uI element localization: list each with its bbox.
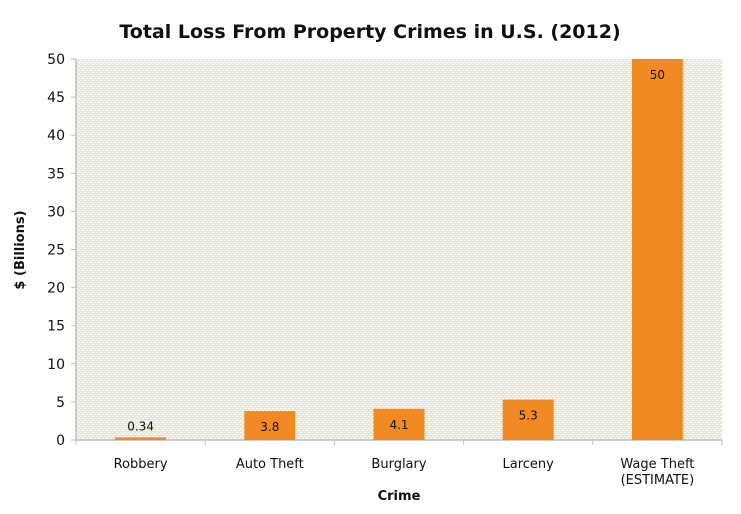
data-label: 50: [650, 68, 665, 82]
y-axis-label: $ (Billions): [13, 210, 28, 289]
y-tick-label: 45: [47, 90, 65, 106]
x-tick-label: (ESTIMATE): [621, 473, 695, 488]
y-tick-label: 20: [47, 281, 65, 297]
x-tick-label: Robbery: [114, 457, 168, 472]
y-tick-label: 30: [47, 204, 65, 220]
x-tick-label: Auto Theft: [236, 457, 304, 472]
y-tick-label: 0: [56, 433, 65, 449]
data-label: 4.1: [389, 418, 408, 432]
x-tick-label: Burglary: [371, 457, 426, 472]
data-label: 5.3: [519, 409, 538, 423]
y-tick-label: 5: [56, 395, 65, 411]
plot-area: [76, 59, 722, 440]
data-label: 3.8: [260, 420, 279, 434]
y-tick-label: 50: [47, 52, 65, 68]
data-label: 0.34: [127, 419, 154, 433]
bar: [373, 408, 425, 440]
bar: [244, 411, 296, 440]
y-tick-label: 25: [47, 243, 65, 259]
chart-title: Total Loss From Property Crimes in U.S. …: [119, 21, 620, 43]
y-tick-label: 15: [47, 319, 65, 335]
y-axis: 0 5 10 15 20 25 30 35 40 45 50: [47, 52, 77, 449]
x-axis: Robbery Auto Theft Burglary Larceny Wage The…: [75, 439, 723, 488]
x-axis-label: Crime: [378, 489, 421, 504]
bars: 0.34 3.8 4.1 5.3 50: [115, 59, 683, 440]
bar: [631, 59, 683, 440]
y-tick-label: 40: [47, 128, 65, 144]
x-tick-label: Larceny: [503, 457, 555, 472]
y-tick-label: 35: [47, 166, 65, 182]
x-tick-label: Wage Theft: [620, 457, 694, 472]
y-tick-label: 10: [47, 357, 65, 373]
bar: [115, 437, 167, 440]
bar: [502, 399, 554, 440]
